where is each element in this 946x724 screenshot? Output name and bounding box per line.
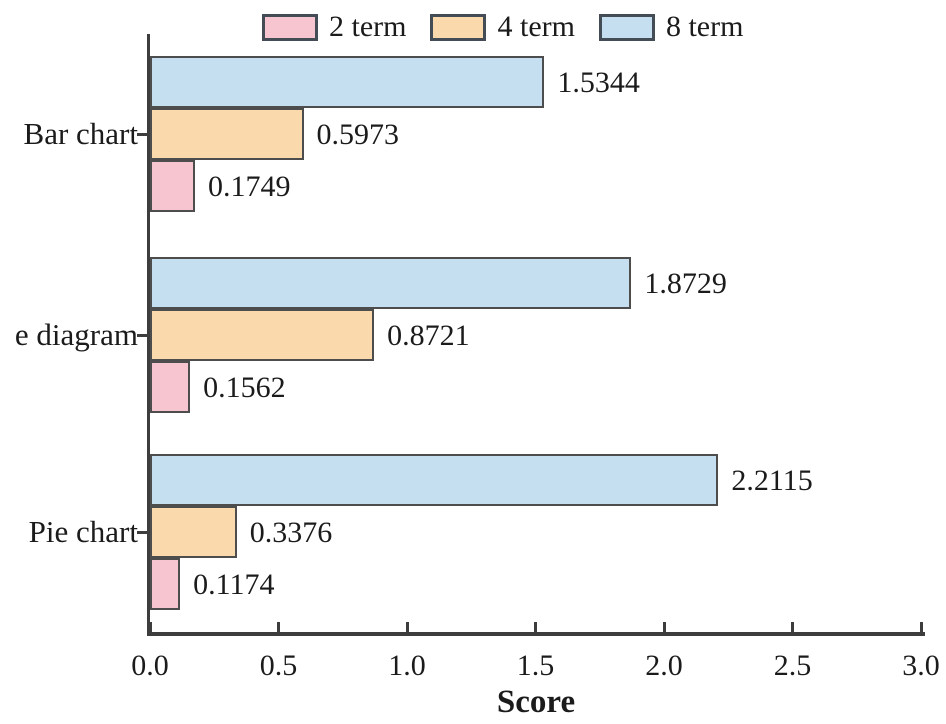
bar — [150, 558, 181, 610]
bar — [150, 257, 632, 309]
legend-swatch-icon — [598, 13, 655, 41]
legend-label: 4 term — [497, 10, 575, 43]
bar — [150, 56, 545, 108]
bar — [150, 309, 375, 361]
x-axis-title: Score — [496, 684, 576, 720]
bar — [150, 506, 237, 558]
category-label: e diagram — [14, 317, 138, 352]
category-label: Pie chart — [28, 514, 138, 549]
x-tick-label: 0.0 — [131, 649, 169, 682]
x-tick-label: 2.0 — [645, 649, 683, 682]
bar-value-label: 0.1174 — [193, 568, 275, 601]
bar-value-label: 1.8729 — [644, 267, 727, 300]
bar — [150, 108, 304, 160]
legend-label: 2 term — [329, 10, 407, 43]
x-axis-line — [147, 632, 925, 636]
bar-value-label: 0.5973 — [316, 118, 400, 151]
legend-label: 8 term — [665, 10, 744, 43]
legend-entry: 2 term — [262, 10, 406, 44]
x-tick — [534, 622, 537, 632]
x-tick — [277, 622, 280, 632]
x-tick — [148, 622, 152, 632]
bar-value-label: 0.1749 — [207, 170, 291, 203]
legend: 2 term 4 term 8 term — [262, 10, 767, 44]
y-tick — [137, 132, 149, 136]
bar-value-label: 1.5344 — [557, 66, 640, 99]
legend-swatch-icon — [262, 13, 318, 41]
bar — [150, 361, 191, 413]
category-label: Bar chart — [23, 116, 138, 151]
x-tick — [919, 622, 923, 632]
y-tick — [137, 333, 149, 337]
x-tick-label: 1.0 — [388, 649, 426, 682]
legend-entry: 8 term — [598, 10, 744, 44]
x-tick-label: 2.5 — [773, 649, 812, 682]
x-tick-label: 1.5 — [516, 649, 555, 682]
y-tick — [137, 530, 149, 534]
x-tick — [405, 622, 409, 632]
x-tick — [791, 622, 794, 632]
bar — [150, 160, 195, 212]
x-tick-label: 3.0 — [902, 649, 940, 682]
legend-swatch-icon — [430, 13, 487, 41]
x-tick — [662, 622, 666, 632]
bar-value-label: 0.1562 — [203, 371, 286, 404]
x-tick-label: 0.5 — [259, 649, 298, 682]
legend-entry: 4 term — [430, 10, 575, 44]
bar-value-label: 0.3376 — [249, 516, 333, 549]
bar-value-label: 0.8721 — [387, 319, 470, 352]
bar — [150, 454, 719, 506]
bar-value-label: 2.2115 — [731, 464, 813, 497]
